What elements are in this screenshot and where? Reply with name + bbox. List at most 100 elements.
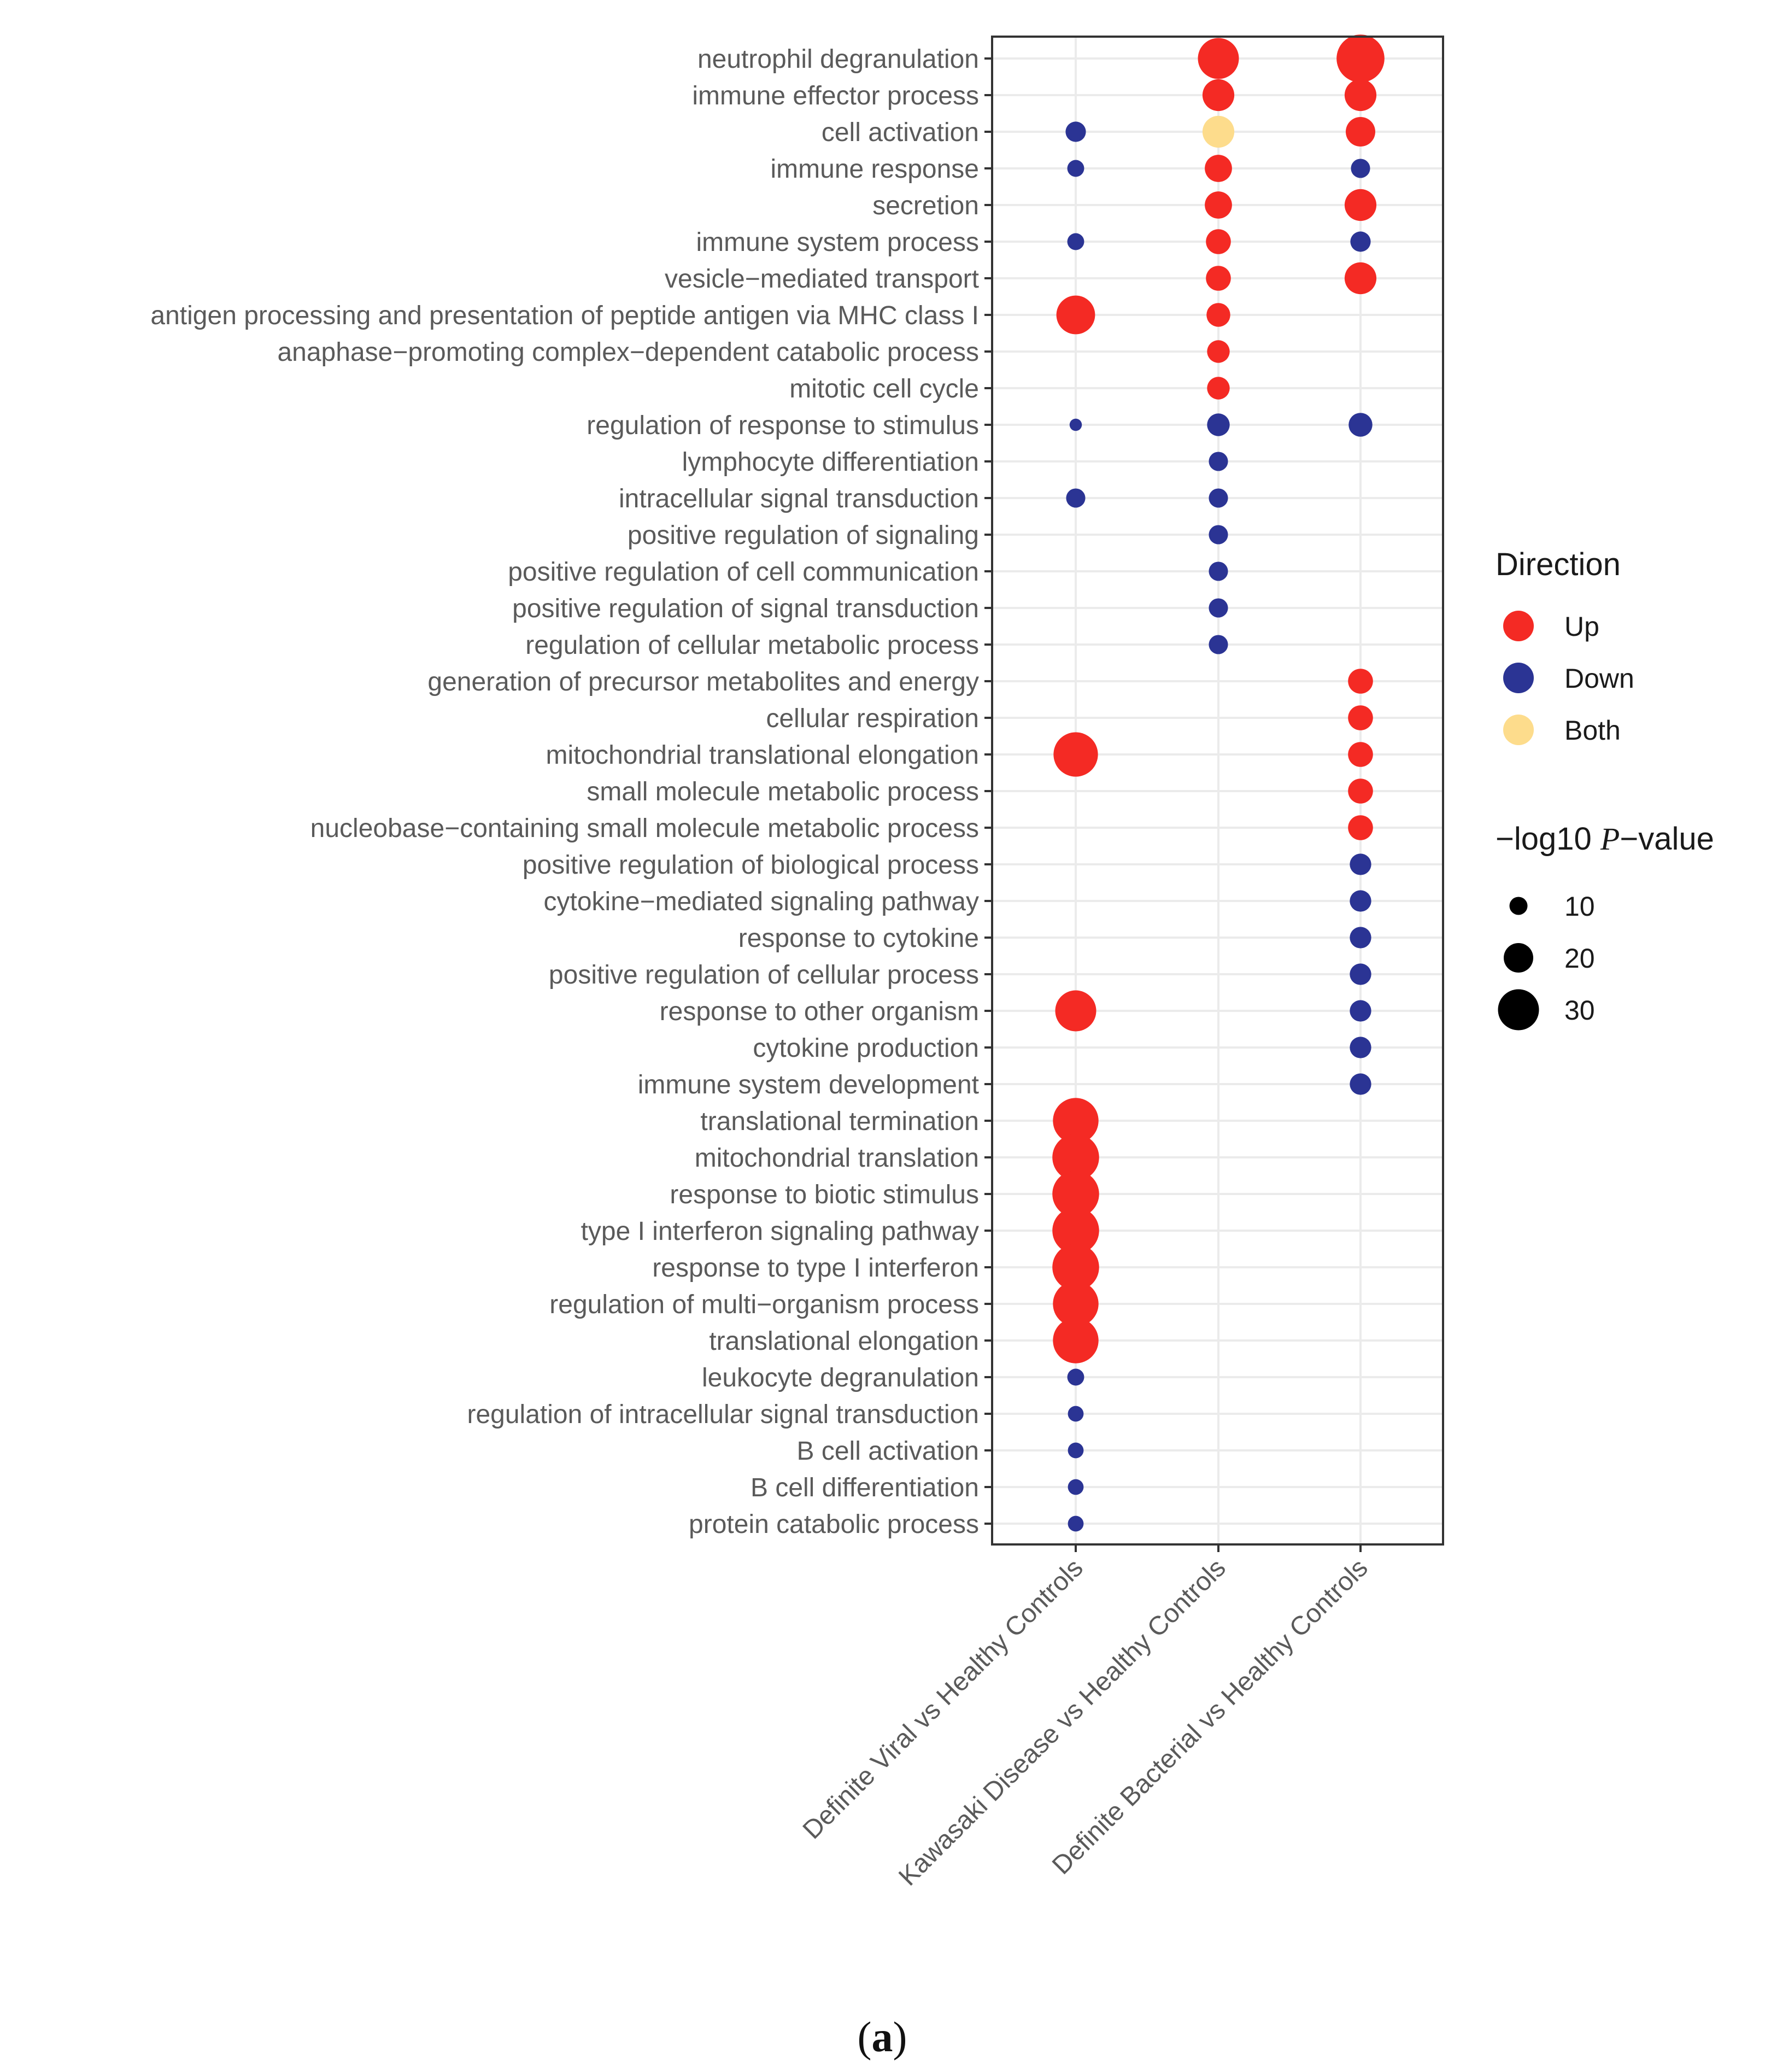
y-tick-label: leukocyte degranulation	[702, 1363, 979, 1392]
legend-size-label: 20	[1564, 943, 1595, 974]
data-point	[1067, 233, 1084, 250]
legend-color-key	[1503, 663, 1534, 693]
y-tick-label: regulation of multi−organism process	[549, 1290, 979, 1319]
data-point	[1067, 160, 1084, 177]
legend-color-key	[1503, 715, 1534, 745]
data-point	[1348, 779, 1373, 804]
legend-size-items: 10 20 30	[1498, 891, 1595, 1031]
y-tick-label: regulation of response to stimulus	[587, 411, 979, 440]
y-tick-label: secretion	[872, 191, 979, 220]
legend-size-title: −log10 P−value	[1496, 821, 1714, 857]
data-point	[1205, 155, 1232, 182]
data-point	[1206, 303, 1230, 327]
data-point	[1068, 1515, 1084, 1532]
y-tick-label: cellular respiration	[766, 704, 979, 733]
data-point	[1068, 1406, 1084, 1422]
data-point	[1207, 413, 1230, 436]
y-tick-label: B cell activation	[797, 1437, 980, 1466]
y-tick-label: regulation of intracellular signal trans…	[467, 1400, 979, 1429]
y-tick-label: positive regulation of cell communicatio…	[508, 558, 979, 587]
legend-direction-title: Direction	[1496, 547, 1621, 582]
data-point	[1350, 1037, 1371, 1058]
data-point	[1336, 34, 1385, 83]
caption-letter: a	[872, 2013, 893, 2061]
data-point	[1207, 340, 1230, 363]
y-tick-label: cytokine−mediated signaling pathway	[544, 887, 980, 916]
legend-size-title-prefix: −log10	[1496, 821, 1600, 857]
data-point	[1346, 117, 1375, 147]
y-tick-label: regulation of cellular metabolic process	[525, 631, 979, 660]
y-tick-label: immune effector process	[692, 81, 979, 110]
legend-color-key	[1503, 611, 1534, 641]
y-tick-label: translational termination	[700, 1107, 979, 1136]
data-point	[1350, 1000, 1371, 1022]
y-axis-term-labels: neutrophil degranulation immune effector …	[150, 45, 992, 1539]
legend-size-label: 30	[1564, 995, 1595, 1026]
y-tick-label: immune system process	[696, 228, 979, 257]
y-tick-label: cytokine production	[753, 1034, 979, 1063]
y-tick-label: protein catabolic process	[689, 1510, 979, 1539]
data-point	[1206, 229, 1231, 254]
y-tick-label: immune system development	[638, 1070, 979, 1099]
data-point	[1206, 266, 1231, 291]
data-point	[1068, 1442, 1084, 1459]
legend-color-label: Both	[1564, 715, 1621, 746]
legend-size-key	[1498, 989, 1539, 1031]
data-point	[1350, 853, 1371, 875]
data-point	[1344, 262, 1377, 295]
data-point	[1207, 377, 1230, 400]
legend-size-title-p: P	[1600, 821, 1620, 857]
data-point	[1209, 635, 1228, 654]
data-point	[1348, 742, 1373, 767]
legend-direction-items: Up Down Both	[1503, 611, 1634, 746]
data-point	[1348, 413, 1373, 437]
y-tick-label: anaphase−promoting complex−dependent cat…	[277, 338, 979, 367]
data-point	[1067, 1368, 1084, 1386]
y-tick-label: positive regulation of cellular process	[549, 961, 979, 990]
y-tick-label: positive regulation of signal transducti…	[512, 594, 979, 623]
data-point	[1053, 1281, 1099, 1327]
data-point	[1209, 525, 1228, 545]
y-tick-label: neutrophil degranulation	[697, 45, 979, 74]
y-tick-label: cell activation	[822, 118, 979, 147]
legend-color-label: Up	[1564, 611, 1599, 642]
data-point	[1053, 1098, 1099, 1144]
data-point	[1350, 963, 1371, 985]
data-point	[1344, 189, 1377, 221]
legend-color-label: Down	[1564, 663, 1634, 694]
data-point	[1066, 488, 1086, 508]
y-tick-label: translational elongation	[709, 1327, 979, 1356]
data-point	[1348, 705, 1373, 730]
data-point	[1052, 1170, 1099, 1218]
y-tick-label: immune response	[770, 155, 979, 184]
legend-size-title-suffix: −value	[1620, 821, 1714, 857]
data-point	[1351, 159, 1370, 178]
data-points	[1052, 34, 1385, 1532]
caption-close: )	[893, 2013, 907, 2061]
y-tick-label: mitochondrial translation	[695, 1144, 979, 1173]
panel-caption: (a)	[858, 2013, 907, 2061]
data-point	[1348, 669, 1373, 694]
data-point	[1052, 1134, 1099, 1181]
data-point	[1205, 191, 1232, 219]
y-tick-label: lymphocyte differentiation	[682, 448, 979, 477]
y-tick-label: positive regulation of biological proces…	[523, 851, 979, 880]
y-tick-label: mitotic cell cycle	[789, 374, 979, 403]
legend: Direction Up Down Both −log10 P−value 10 20…	[1496, 547, 1714, 1031]
data-point	[1350, 890, 1371, 912]
legend-size-key	[1509, 897, 1528, 915]
data-point	[1053, 1318, 1099, 1363]
y-tick-label: type I interferon signaling pathway	[581, 1217, 979, 1246]
data-point	[1056, 295, 1095, 335]
data-point	[1209, 598, 1228, 618]
data-point	[1202, 79, 1235, 112]
data-point	[1052, 1244, 1099, 1291]
y-tick-label: positive regulation of signaling	[628, 521, 979, 550]
y-tick-label: vesicle−mediated transport	[665, 265, 979, 294]
data-point	[1209, 452, 1228, 471]
data-point	[1350, 927, 1371, 949]
y-tick-label: response to type I interferon	[652, 1254, 979, 1283]
y-tick-label: B cell differentiation	[750, 1473, 979, 1502]
